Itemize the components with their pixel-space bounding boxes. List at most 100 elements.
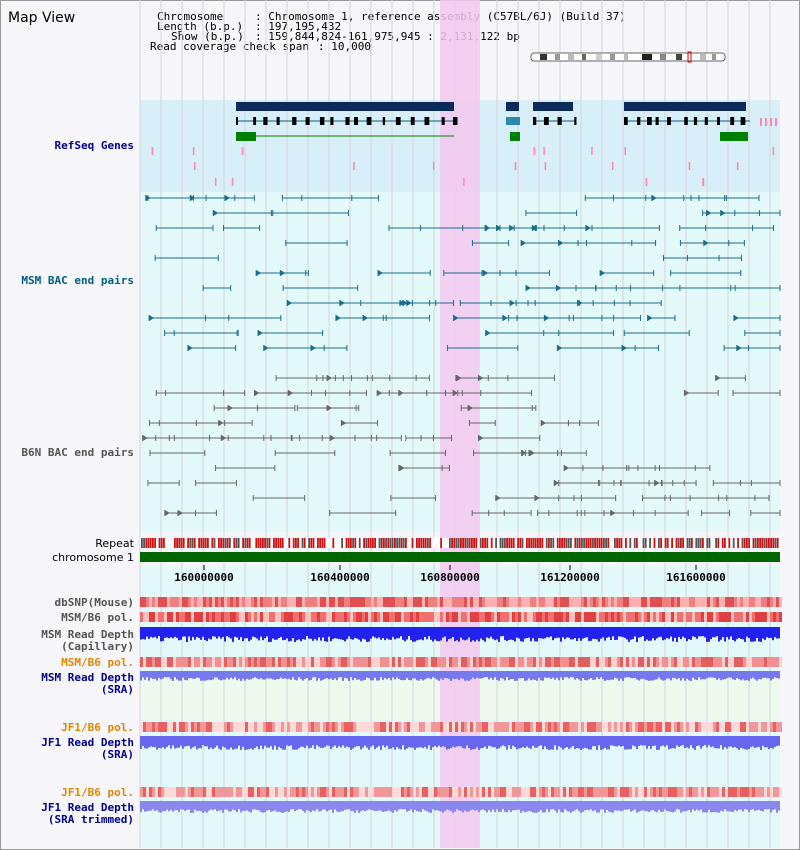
read-depth-bar xyxy=(256,671,258,679)
read-depth-bar xyxy=(208,736,210,750)
track-label-msm-read-depth-sra[interactable]: MSM Read Depth xyxy=(41,671,134,684)
heat-cell xyxy=(758,722,761,732)
read-depth-bar xyxy=(140,801,142,813)
track-label-chromosome[interactable]: chromosome 1 xyxy=(52,551,134,564)
read-depth-bar xyxy=(628,801,630,810)
heat-cell xyxy=(485,657,488,667)
heat-cell xyxy=(317,657,320,667)
read-depth-bar xyxy=(414,801,416,810)
heat-cell xyxy=(242,597,245,607)
read-depth-bar xyxy=(494,801,496,813)
heat-cell xyxy=(488,612,491,622)
heat-cell xyxy=(593,597,596,607)
heat-cell xyxy=(302,612,305,622)
heat-cell xyxy=(458,597,461,607)
heat-cell xyxy=(776,597,779,607)
read-depth-bar xyxy=(452,671,454,679)
heat-cell xyxy=(707,597,710,607)
b6n-bac-track[interactable] xyxy=(142,375,781,516)
read-depth-bar xyxy=(702,801,704,813)
heat-cell xyxy=(662,722,665,732)
read-depth-bar xyxy=(510,627,512,640)
read-depth-bar xyxy=(708,801,710,810)
read-depth-bar xyxy=(494,627,496,641)
msm-bac-track[interactable] xyxy=(145,195,781,351)
track-label-msm-b6-pol-2[interactable]: MSM/B6 pol. xyxy=(61,656,134,669)
read-depth-bar xyxy=(498,736,500,749)
read-depth-bar xyxy=(152,671,154,679)
read-depth-bar xyxy=(342,801,344,812)
track-label-jf1-b6-pol-1[interactable]: JF1/B6 pol. xyxy=(61,721,134,734)
read-depth-bar xyxy=(268,801,270,810)
track-label-jf1-read-depth-sra[interactable]: JF1 Read Depth xyxy=(41,736,134,749)
heat-cell xyxy=(434,722,437,732)
read-depth-bar xyxy=(474,671,476,680)
track-label-jf1-read-depth-trimmed[interactable]: JF1 Read Depth xyxy=(41,801,134,814)
read-depth-tracks[interactable] xyxy=(140,627,780,813)
heat-cell xyxy=(542,787,545,797)
read-depth-bar xyxy=(188,627,190,637)
heat-cell xyxy=(518,612,521,622)
heat-cell xyxy=(167,597,170,607)
read-depth-bar xyxy=(562,627,564,638)
heat-cell xyxy=(635,597,638,607)
heat-cell xyxy=(596,612,599,622)
gene-exon xyxy=(353,117,359,125)
read-depth-bar xyxy=(146,627,148,637)
repeat-element xyxy=(207,538,209,548)
gene-exon xyxy=(253,117,257,125)
repeat-element xyxy=(301,538,304,548)
repeat-element xyxy=(587,538,590,548)
heat-cell xyxy=(644,722,647,732)
track-label-msm-read-depth-capillary[interactable]: MSM Read Depth xyxy=(41,628,134,641)
track-label-msm-b6-pol-1[interactable]: MSM/B6 pol. xyxy=(61,611,134,624)
repeat-element xyxy=(600,538,603,548)
track-label-msm-bac[interactable]: MSM BAC end pairs xyxy=(21,274,134,287)
read-depth-bar xyxy=(282,627,284,641)
repeat-element xyxy=(638,538,640,548)
read-depth-bar xyxy=(580,671,582,681)
chromosome-bar[interactable] xyxy=(140,552,780,562)
heat-cell xyxy=(578,612,581,622)
repeat-element xyxy=(268,538,271,548)
heat-cell xyxy=(521,612,524,622)
read-depth-bar xyxy=(716,801,718,813)
highlight-region[interactable] xyxy=(440,0,480,848)
read-depth-bar xyxy=(530,801,532,812)
read-depth-bar xyxy=(198,627,200,638)
track-label-refseq-genes[interactable]: RefSeq Genes xyxy=(54,139,134,152)
read-depth-bar xyxy=(328,801,330,811)
heat-cell xyxy=(431,722,434,732)
chromosome-ideogram[interactable] xyxy=(530,51,726,63)
track-label-repeat[interactable]: Repeat xyxy=(95,537,134,550)
heat-cell xyxy=(398,722,401,732)
track-label-b6n-bac[interactable]: B6N BAC end pairs xyxy=(21,446,134,459)
track-label-dbsnp[interactable]: dbSNP(Mouse) xyxy=(54,596,134,609)
repeat-element xyxy=(242,538,244,548)
heatmap-tracks[interactable] xyxy=(140,597,782,797)
read-depth-bar xyxy=(214,627,216,637)
read-depth-bar xyxy=(208,801,210,811)
repeat-element xyxy=(167,538,170,548)
read-depth-bar xyxy=(274,671,276,680)
heat-cell xyxy=(707,787,710,797)
read-depth-bar xyxy=(178,801,180,813)
read-depth-bar xyxy=(650,801,652,811)
heat-cell xyxy=(449,612,452,622)
repeat-element xyxy=(229,538,231,548)
read-depth-bar xyxy=(236,627,238,638)
heat-cell xyxy=(200,657,203,667)
heat-cell xyxy=(155,657,158,667)
repeat-element xyxy=(435,538,438,548)
heat-cell xyxy=(734,722,737,732)
read-depth-bar xyxy=(280,671,282,678)
heat-cell xyxy=(269,612,272,622)
refseq-gene-track[interactable] xyxy=(151,102,777,186)
track-label-jf1-b6-pol-2[interactable]: JF1/B6 pol. xyxy=(61,786,134,799)
read-depth-bar xyxy=(202,671,204,681)
repeat-track[interactable] xyxy=(140,538,781,548)
gene-exon xyxy=(345,117,350,125)
repeat-element xyxy=(286,538,288,548)
read-depth-bar xyxy=(154,627,156,637)
